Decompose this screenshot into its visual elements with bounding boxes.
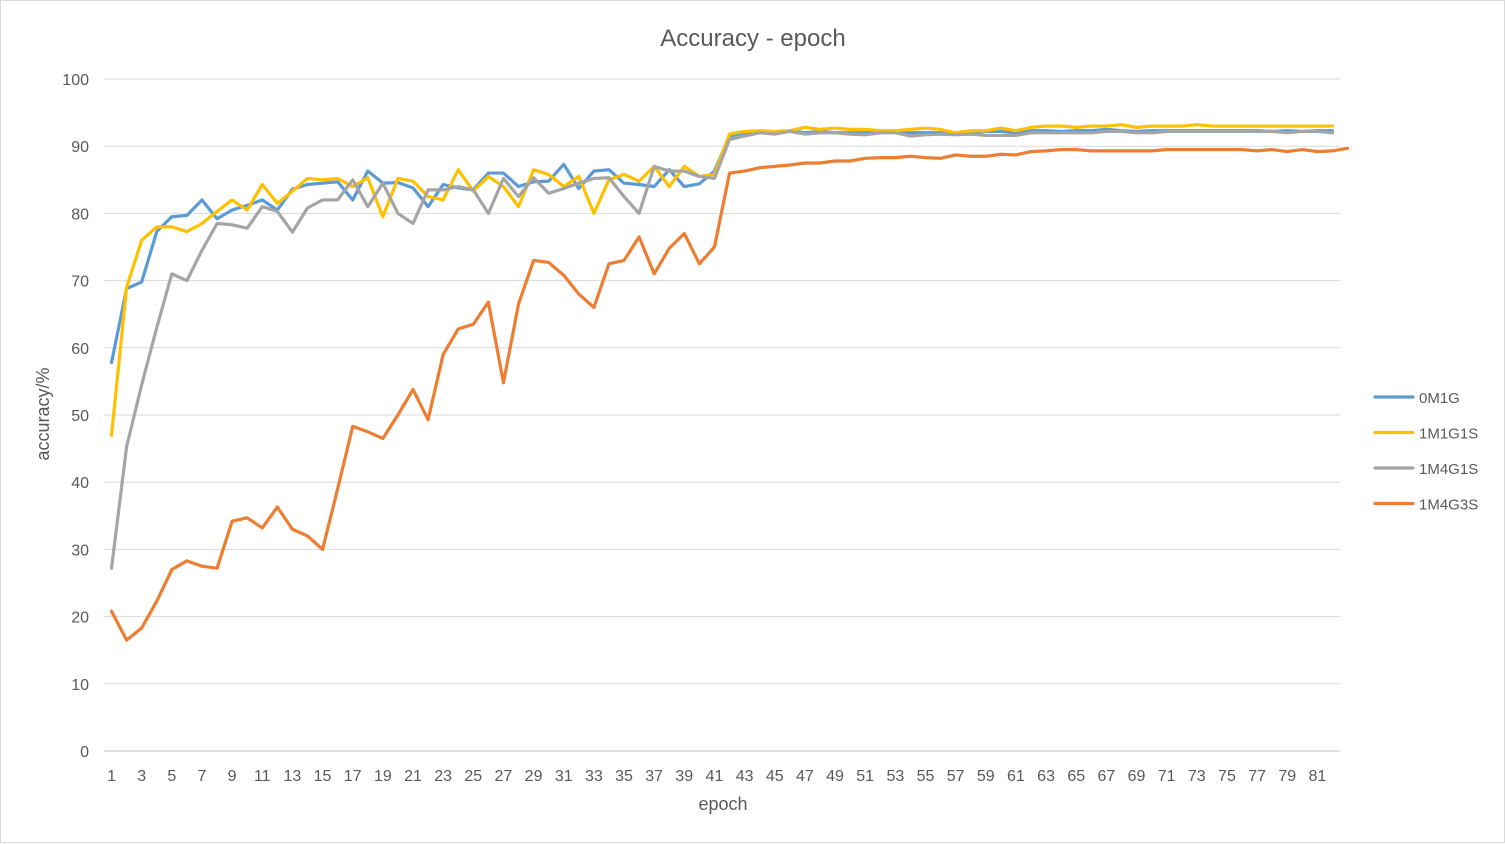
y-axis-ticks: 0 10 20 30 40 50 60 70 80 90 100: [62, 72, 89, 761]
y-tick-label: 60: [71, 341, 89, 358]
y-tick-label: 40: [71, 475, 89, 492]
y-tick-label: 50: [71, 408, 89, 425]
x-tick-label: 41: [706, 768, 724, 785]
series-line-1m4g3s: [109, 146, 1350, 642]
x-tick-label: 27: [495, 768, 513, 785]
y-axis-title: accuracy/%: [33, 367, 53, 460]
legend-label: 1M4G1S: [1419, 461, 1478, 478]
y-tick-label: 80: [71, 206, 89, 223]
x-tick-label: 45: [766, 768, 784, 785]
x-tick-label: 1: [107, 768, 116, 785]
legend-label: 0M1G: [1419, 390, 1460, 407]
x-tick-label: 21: [404, 768, 422, 785]
legend-item-0m1g: 0M1G: [1373, 390, 1460, 407]
y-tick-label: 20: [71, 610, 89, 627]
series-line-1m4g1s: [109, 129, 1335, 570]
x-tick-label: 39: [675, 768, 693, 785]
series-line-1m1g1s: [109, 123, 1335, 437]
x-tick-label: 9: [228, 768, 237, 785]
x-tick-label: 3: [137, 768, 146, 785]
series-lines: [109, 123, 1350, 642]
x-tick-label: 55: [917, 768, 935, 785]
x-tick-label: 63: [1037, 768, 1055, 785]
legend-label: 1M4G3S: [1419, 497, 1478, 514]
x-tick-label: 19: [374, 768, 392, 785]
chart-title: Accuracy - epoch: [660, 25, 845, 52]
x-tick-label: 33: [585, 768, 603, 785]
x-tick-label: 47: [796, 768, 814, 785]
x-axis-ticks: 1 3 5 7 9 11 13 15 17 19 21 23 25 27 29 31 33 35 37 39 41 43 4…: [107, 768, 1326, 785]
x-tick-label: 81: [1308, 768, 1326, 785]
x-tick-label: 59: [977, 768, 995, 785]
x-tick-label: 75: [1218, 768, 1236, 785]
legend-item-1m1g1s: 1M1G1S: [1373, 426, 1478, 443]
y-tick-label: 10: [71, 677, 89, 694]
x-tick-label: 13: [284, 768, 302, 785]
x-tick-label: 23: [434, 768, 452, 785]
legend-item-1m4g3s: 1M4G3S: [1373, 497, 1478, 514]
x-tick-label: 61: [1007, 768, 1025, 785]
legend: 0M1G 1M1G1S 1M4G1S 1M4G3S: [1373, 390, 1478, 514]
x-tick-label: 5: [167, 768, 176, 785]
x-tick-label: 43: [736, 768, 754, 785]
x-tick-label: 11: [254, 768, 271, 785]
x-tick-label: 67: [1097, 768, 1115, 785]
y-tick-label: 90: [71, 139, 89, 156]
x-tick-label: 77: [1248, 768, 1266, 785]
legend-label: 1M1G1S: [1419, 426, 1478, 443]
x-tick-label: 49: [826, 768, 844, 785]
y-tick-label: 30: [71, 542, 89, 559]
x-axis-title: epoch: [698, 794, 747, 814]
x-tick-label: 57: [947, 768, 965, 785]
x-tick-label: 79: [1278, 768, 1296, 785]
x-tick-label: 37: [645, 768, 663, 785]
x-tick-label: 73: [1188, 768, 1206, 785]
gridlines: [104, 78, 1340, 752]
x-tick-label: 7: [198, 768, 207, 785]
x-tick-label: 65: [1067, 768, 1085, 785]
x-tick-label: 53: [886, 768, 904, 785]
y-tick-label: 70: [71, 274, 89, 291]
x-tick-label: 15: [314, 768, 332, 785]
x-tick-label: 69: [1128, 768, 1146, 785]
x-tick-label: 17: [344, 768, 362, 785]
legend-item-1m4g1s: 1M4G1S: [1373, 461, 1478, 478]
x-tick-label: 29: [525, 768, 543, 785]
x-tick-label: 51: [856, 768, 874, 785]
series-line-0m1g: [109, 127, 1335, 365]
x-tick-label: 71: [1158, 768, 1176, 785]
y-tick-label: 100: [62, 72, 89, 89]
x-tick-label: 35: [615, 768, 633, 785]
x-tick-label: 31: [555, 768, 573, 785]
y-tick-label: 0: [80, 744, 89, 761]
x-tick-label: 25: [464, 768, 482, 785]
